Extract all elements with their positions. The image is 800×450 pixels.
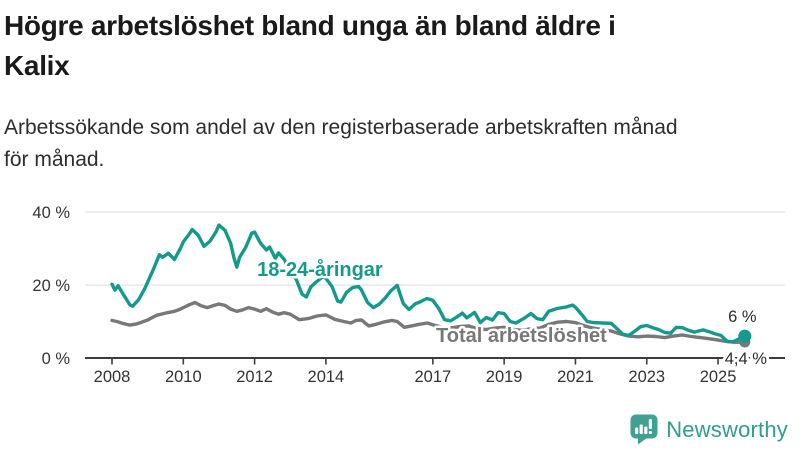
- series-label-total: Total arbetslöshet: [436, 325, 607, 347]
- series-line-youth: [110, 223, 747, 344]
- x-tick-label: 2021: [557, 368, 594, 386]
- title-line-2: Kalix: [4, 50, 70, 81]
- x-tick-label: 2008: [94, 368, 131, 386]
- x-tick-label: 2025: [700, 368, 737, 386]
- series-line-total: [110, 300, 747, 344]
- value-annotation-0: 6 %: [728, 308, 757, 326]
- subtitle-line-2: för månad.: [4, 148, 105, 171]
- newsworthy-icon: [630, 414, 658, 445]
- title-line-1: Högre arbetslöshet bland unga än bland ä…: [4, 10, 616, 41]
- end-dot-youth: [738, 329, 752, 343]
- series-label-youth: 18-24-åringar: [257, 258, 383, 281]
- x-tick-label: 2017: [414, 368, 451, 386]
- brand-name: Newsworthy: [666, 416, 788, 442]
- page-title: Högre arbetslöshet bland unga än bland ä…: [4, 6, 796, 86]
- newsworthy-logo[interactable]: Newsworthy: [630, 414, 788, 445]
- x-tick-label: 2010: [165, 368, 202, 386]
- x-tick-label: 2014: [308, 368, 345, 386]
- value-annotation-1: 4,4 %: [725, 350, 768, 368]
- x-tick-label: 2023: [628, 368, 665, 386]
- y-tick-label: 20 %: [32, 277, 70, 295]
- x-tick-label: 2012: [236, 368, 273, 386]
- y-tick-label: 0 %: [42, 350, 71, 368]
- y-tick-label: 40 %: [32, 204, 70, 222]
- chart-subtitle: Arbetssökande som andel av den registerb…: [4, 112, 796, 176]
- subtitle-line-1: Arbetssökande som andel av den registerb…: [4, 116, 678, 139]
- x-tick-label: 2019: [486, 368, 523, 386]
